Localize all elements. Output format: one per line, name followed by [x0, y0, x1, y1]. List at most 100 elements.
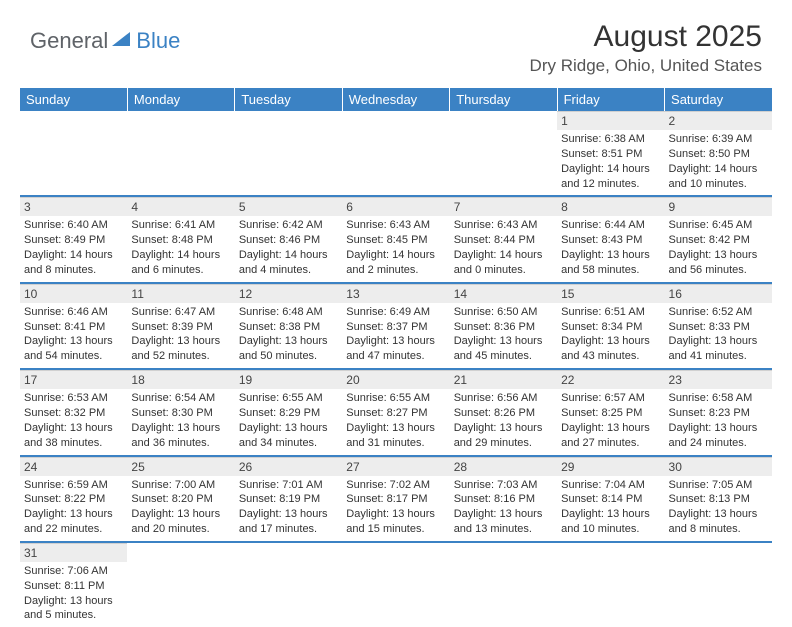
day-detail-line: Sunset: 8:27 PM	[346, 406, 445, 421]
day-number: 12	[235, 284, 342, 303]
day-details: Sunrise: 6:55 AMSunset: 8:27 PMDaylight:…	[342, 389, 449, 454]
calendar-cell: 13Sunrise: 6:49 AMSunset: 8:37 PMDayligh…	[342, 283, 449, 369]
day-details: Sunrise: 6:43 AMSunset: 8:45 PMDaylight:…	[342, 216, 449, 281]
calendar-cell	[127, 111, 234, 196]
day-details: Sunrise: 6:42 AMSunset: 8:46 PMDaylight:…	[235, 216, 342, 281]
day-details: Sunrise: 6:50 AMSunset: 8:36 PMDaylight:…	[450, 303, 557, 368]
day-detail-line: Sunrise: 6:38 AM	[561, 132, 660, 147]
day-detail-line: Daylight: 14 hours and 6 minutes.	[131, 248, 230, 278]
day-detail-line: Daylight: 13 hours and 17 minutes.	[239, 507, 338, 537]
day-number: 25	[127, 457, 234, 476]
day-detail-line: Daylight: 13 hours and 52 minutes.	[131, 334, 230, 364]
calendar-week-row: 3Sunrise: 6:40 AMSunset: 8:49 PMDaylight…	[20, 196, 772, 282]
day-details: Sunrise: 6:56 AMSunset: 8:26 PMDaylight:…	[450, 389, 557, 454]
calendar-cell	[342, 542, 449, 627]
day-detail-line: Daylight: 13 hours and 27 minutes.	[561, 421, 660, 451]
day-details: Sunrise: 6:39 AMSunset: 8:50 PMDaylight:…	[665, 130, 772, 195]
day-detail-line: Sunset: 8:29 PM	[239, 406, 338, 421]
day-detail-line: Daylight: 13 hours and 58 minutes.	[561, 248, 660, 278]
day-number: 8	[557, 197, 664, 216]
day-detail-line: Daylight: 13 hours and 43 minutes.	[561, 334, 660, 364]
day-details: Sunrise: 6:48 AMSunset: 8:38 PMDaylight:…	[235, 303, 342, 368]
day-detail-line: Sunrise: 6:55 AM	[346, 391, 445, 406]
day-detail-line: Sunrise: 6:51 AM	[561, 305, 660, 320]
day-details: Sunrise: 6:55 AMSunset: 8:29 PMDaylight:…	[235, 389, 342, 454]
day-details: Sunrise: 6:58 AMSunset: 8:23 PMDaylight:…	[665, 389, 772, 454]
day-detail-line: Daylight: 13 hours and 29 minutes.	[454, 421, 553, 451]
day-number: 15	[557, 284, 664, 303]
calendar-cell	[665, 542, 772, 627]
day-detail-line: Sunrise: 6:54 AM	[131, 391, 230, 406]
calendar-table: SundayMondayTuesdayWednesdayThursdayFrid…	[20, 88, 772, 627]
day-detail-line: Daylight: 13 hours and 10 minutes.	[561, 507, 660, 537]
calendar-cell: 23Sunrise: 6:58 AMSunset: 8:23 PMDayligh…	[665, 369, 772, 455]
day-detail-line: Daylight: 13 hours and 54 minutes.	[24, 334, 123, 364]
day-detail-line: Sunrise: 6:43 AM	[346, 218, 445, 233]
calendar-cell: 1Sunrise: 6:38 AMSunset: 8:51 PMDaylight…	[557, 111, 664, 196]
calendar-cell: 8Sunrise: 6:44 AMSunset: 8:43 PMDaylight…	[557, 196, 664, 282]
page-title: August 2025	[530, 20, 762, 54]
day-number: 1	[557, 111, 664, 130]
day-detail-line: Sunset: 8:30 PM	[131, 406, 230, 421]
day-detail-line: Daylight: 13 hours and 41 minutes.	[669, 334, 768, 364]
day-number: 28	[450, 457, 557, 476]
day-detail-line: Sunset: 8:49 PM	[24, 233, 123, 248]
day-number: 4	[127, 197, 234, 216]
calendar-cell: 7Sunrise: 6:43 AMSunset: 8:44 PMDaylight…	[450, 196, 557, 282]
day-details: Sunrise: 7:02 AMSunset: 8:17 PMDaylight:…	[342, 476, 449, 541]
day-detail-line: Daylight: 14 hours and 8 minutes.	[24, 248, 123, 278]
calendar-cell: 5Sunrise: 6:42 AMSunset: 8:46 PMDaylight…	[235, 196, 342, 282]
empty-cell	[20, 111, 127, 173]
day-detail-line: Sunrise: 6:53 AM	[24, 391, 123, 406]
logo-sail-icon	[112, 32, 134, 53]
day-details: Sunrise: 6:45 AMSunset: 8:42 PMDaylight:…	[665, 216, 772, 281]
day-detail-line: Daylight: 14 hours and 12 minutes.	[561, 162, 660, 192]
day-detail-line: Sunset: 8:39 PM	[131, 320, 230, 335]
empty-cell	[342, 111, 449, 173]
calendar-cell: 29Sunrise: 7:04 AMSunset: 8:14 PMDayligh…	[557, 456, 664, 542]
day-number: 21	[450, 370, 557, 389]
calendar-cell: 15 Sunrise: 6:51 AMSunset: 8:34 PMDayligh…	[557, 283, 664, 369]
weekday-header: Wednesday	[342, 88, 449, 111]
day-number: 7	[450, 197, 557, 216]
empty-cell	[450, 111, 557, 173]
weekday-header: Saturday	[665, 88, 772, 111]
calendar-cell: 30Sunrise: 7:05 AMSunset: 8:13 PMDayligh…	[665, 456, 772, 542]
day-detail-line: Daylight: 13 hours and 31 minutes.	[346, 421, 445, 451]
day-detail-line: Sunrise: 6:43 AM	[454, 218, 553, 233]
day-detail-line: Sunset: 8:36 PM	[454, 320, 553, 335]
day-details: Sunrise: 6:52 AMSunset: 8:33 PMDaylight:…	[665, 303, 772, 368]
day-details: Sunrise: 6:44 AMSunset: 8:43 PMDaylight:…	[557, 216, 664, 281]
calendar-cell: 12Sunrise: 6:48 AMSunset: 8:38 PMDayligh…	[235, 283, 342, 369]
day-number: 29	[557, 457, 664, 476]
empty-cell	[235, 111, 342, 173]
day-detail-line: Sunset: 8:14 PM	[561, 492, 660, 507]
calendar-cell: 17Sunrise: 6:53 AMSunset: 8:32 PMDayligh…	[20, 369, 127, 455]
calendar-cell	[450, 111, 557, 196]
calendar-week-row: 24Sunrise: 6:59 AMSunset: 8:22 PMDayligh…	[20, 456, 772, 542]
day-detail-line: Daylight: 13 hours and 5 minutes.	[24, 594, 123, 624]
day-detail-line: Sunrise: 6:49 AM	[346, 305, 445, 320]
day-detail-line: Daylight: 13 hours and 47 minutes.	[346, 334, 445, 364]
day-detail-line: Daylight: 13 hours and 50 minutes.	[239, 334, 338, 364]
day-number: 14	[450, 284, 557, 303]
day-details: Sunrise: 7:06 AMSunset: 8:11 PMDaylight:…	[20, 562, 127, 627]
empty-cell	[127, 111, 234, 173]
weekday-header: Monday	[127, 88, 234, 111]
day-detail-line: Sunset: 8:11 PM	[24, 579, 123, 594]
calendar-cell	[127, 542, 234, 627]
calendar-cell: 20Sunrise: 6:55 AMSunset: 8:27 PMDayligh…	[342, 369, 449, 455]
calendar-week-row: 10Sunrise: 6:46 AMSunset: 8:41 PMDayligh…	[20, 283, 772, 369]
day-detail-line: Sunset: 8:45 PM	[346, 233, 445, 248]
day-detail-line: Sunset: 8:32 PM	[24, 406, 123, 421]
day-details: Sunrise: 6:46 AMSunset: 8:41 PMDaylight:…	[20, 303, 127, 368]
day-number: 10	[20, 284, 127, 303]
calendar-cell: 24Sunrise: 6:59 AMSunset: 8:22 PMDayligh…	[20, 456, 127, 542]
day-detail-line: Sunrise: 6:56 AM	[454, 391, 553, 406]
day-detail-line: Sunset: 8:34 PM	[561, 320, 660, 335]
title-block: August 2025 Dry Ridge, Ohio, United Stat…	[530, 20, 762, 76]
day-details: Sunrise: 7:05 AMSunset: 8:13 PMDaylight:…	[665, 476, 772, 541]
day-detail-line: Sunrise: 6:57 AM	[561, 391, 660, 406]
calendar-cell	[235, 111, 342, 196]
day-detail-line: Daylight: 13 hours and 20 minutes.	[131, 507, 230, 537]
